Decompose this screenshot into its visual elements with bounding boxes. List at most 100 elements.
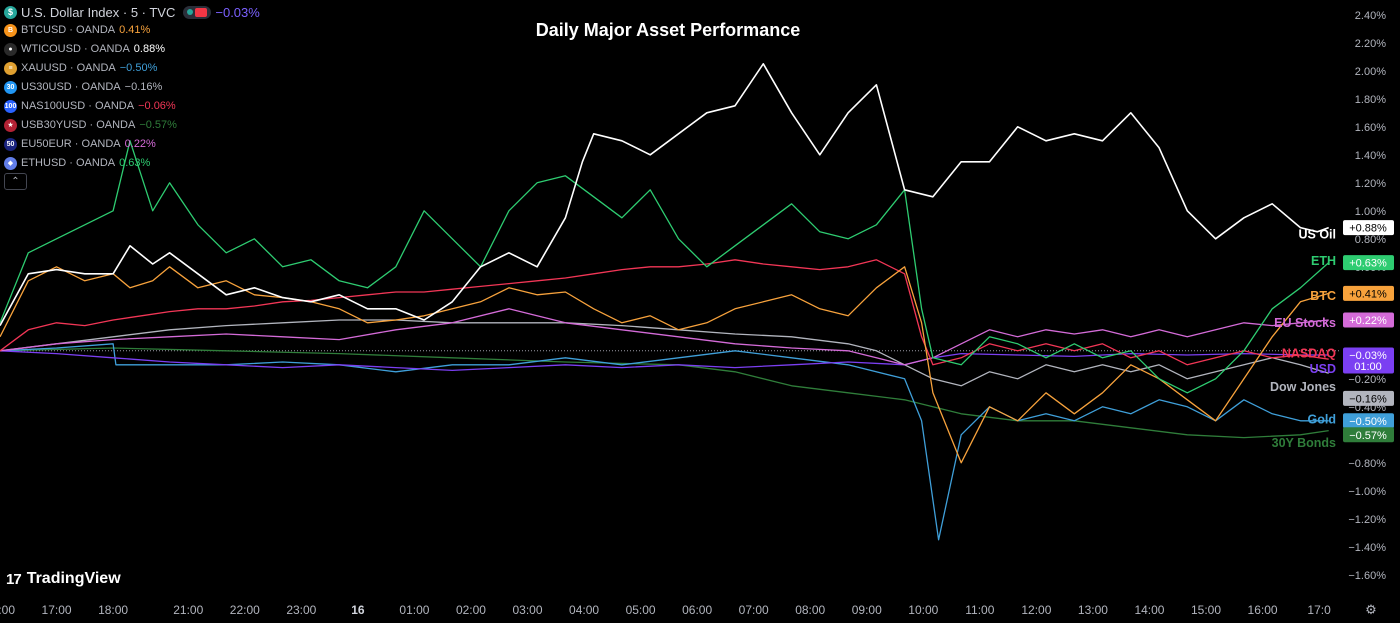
value-tag-bg (1343, 347, 1394, 374)
tradingview-logo[interactable]: 17 TradingView (6, 570, 121, 588)
settings-gear-icon[interactable]: ⚙ (1365, 602, 1377, 617)
value-tag-bg (1343, 312, 1394, 328)
legend-row-symbol: USB30YUSD · OANDA (21, 119, 136, 131)
y-tick-label: 1.20% (1355, 178, 1386, 190)
value-tag: +0.63% (1343, 255, 1394, 271)
legend-row[interactable]: B BTCUSD · OANDA 0.41% (4, 21, 260, 40)
x-tick-label: 09:00 (852, 603, 882, 617)
value-tags: +0.88%+0.63%+0.41%+0.22%−0.06%−0.03%01:0… (1343, 220, 1394, 443)
legend-row-change: 0.88% (133, 43, 165, 55)
series-line-eth (0, 140, 1330, 394)
legend-row-change: −0.57% (139, 119, 177, 131)
legend-row-change: 0.22% (124, 138, 156, 150)
value-tag: +0.41% (1343, 285, 1394, 301)
brand-name: TradingView (26, 570, 121, 587)
x-axis: 16:00 17:00 18:00 21:00 22:00 23:00 16 01:00 02:… (0, 603, 1331, 617)
x-tick-label: 17:0 (1307, 603, 1331, 617)
y-tick-label: −0.80% (1348, 458, 1386, 470)
x-tick-label: 22:00 (230, 603, 260, 617)
legend-row-symbol: ETHUSD · OANDA (21, 157, 116, 169)
collapse-legend-button[interactable]: ⌃ (4, 173, 27, 190)
series-label: Dow Jones (1270, 380, 1336, 394)
value-tag: −0.50% (1343, 413, 1394, 429)
value-tag-bg (1343, 413, 1394, 429)
x-tick-label: 08:00 (795, 603, 825, 617)
legend-row[interactable]: ≡ XAUUSD · OANDA −0.50% (4, 59, 260, 78)
legend-row-symbol: NAS100USD · OANDA (21, 100, 135, 112)
x-tick-label: 04:00 (569, 603, 599, 617)
series-label: NASDAQ (1282, 347, 1336, 361)
y-tick-label: 1.00% (1355, 206, 1386, 218)
x-tick-label: 14:00 (1134, 603, 1164, 617)
value-tag: −0.57% (1343, 427, 1394, 443)
flag-icon (195, 7, 208, 17)
x-tick-label: 12:00 (1021, 603, 1051, 617)
eth-icon: ◆ (4, 157, 17, 170)
y-tick-label: 2.40% (1355, 10, 1386, 22)
y-tick-label: −1.00% (1348, 486, 1386, 498)
series-line-30y-bonds (0, 347, 1329, 439)
y-tick-label: 1.60% (1355, 122, 1386, 134)
legend-main-row[interactable]: $ U.S. Dollar Index · 5 · TVC −0.03% (4, 3, 260, 21)
legend-row[interactable]: 100 NAS100USD · OANDA −0.06% (4, 97, 260, 116)
y-tick-label: 2.20% (1355, 38, 1386, 50)
value-tag: +0.88% (1343, 220, 1394, 236)
y-tick-label: −0.20% (1348, 374, 1386, 386)
y-tick-label: −1.20% (1348, 514, 1386, 526)
y-tick-label: 2.00% (1355, 66, 1386, 78)
legend-row[interactable]: ★ USB30YUSD · OANDA −0.57% (4, 116, 260, 135)
value-tag-bg (1343, 220, 1394, 236)
series-lines (0, 63, 1330, 541)
value-tag-text: −0.57% (1349, 430, 1387, 442)
value-tag-bg (1343, 390, 1394, 406)
x-tick-label: 06:00 (682, 603, 712, 617)
x-tick-label: 01:00 (399, 603, 429, 617)
x-tick-label: 07:00 (739, 603, 769, 617)
us-flag-icon: ★ (4, 119, 17, 132)
legend-row[interactable]: 50 EU50EUR · OANDA 0.22% (4, 135, 260, 154)
value-tag-bg (1343, 427, 1394, 443)
legend-row[interactable]: ● WTICOUSD · OANDA 0.88% (4, 40, 260, 59)
legend-main-change: −0.03% (215, 4, 260, 20)
series-label: 30Y Bonds (1272, 436, 1336, 450)
value-tag-text: +0.41% (1349, 288, 1387, 300)
nas100-icon: 100 (4, 100, 17, 113)
value-tag-countdown: 01:00 (1354, 361, 1382, 373)
gold-bars-icon: ≡ (4, 62, 17, 75)
tradingview-icon: 17 (6, 570, 22, 588)
series-line-eu-stocks (0, 308, 1329, 366)
y-tick-label: 1.40% (1355, 150, 1386, 162)
legend-row[interactable]: 30 US30USD · OANDA −0.16% (4, 78, 260, 97)
x-tick-label: 16 (351, 603, 365, 617)
legend-row-change: −0.50% (119, 62, 158, 74)
legend-row[interactable]: ◆ ETHUSD · OANDA 0.63% (4, 154, 260, 173)
x-tick-label: 13:00 (1078, 603, 1108, 617)
value-tag-text: +0.63% (1349, 258, 1387, 270)
value-tag: −0.16% (1343, 390, 1394, 406)
value-tag-text: −0.50% (1349, 416, 1387, 428)
series-label: ETH (1311, 254, 1336, 268)
y-tick-label: 0.80% (1355, 234, 1386, 246)
legend-main-symbol: U.S. Dollar Index · 5 · TVC (21, 4, 176, 20)
x-tick-label: 02:00 (456, 603, 486, 617)
legend-row-symbol: XAUUSD · OANDA (21, 62, 116, 74)
series-label: BTC (1310, 289, 1336, 303)
series-line-nasdaq (0, 259, 1329, 366)
oil-drop-icon: ● (4, 43, 17, 56)
series-label: EU Stocks (1274, 316, 1336, 330)
series-line-dow-jones (0, 319, 1329, 387)
symbol-legend: $ U.S. Dollar Index · 5 · TVC −0.03% B BT… (4, 3, 260, 173)
value-tag-text: +0.88% (1349, 223, 1387, 235)
series-line-gold (0, 343, 1329, 541)
series-label: Gold (1308, 412, 1336, 426)
x-tick-label: 16:00 (1248, 603, 1278, 617)
legend-row-symbol: BTCUSD · OANDA (21, 24, 116, 36)
market-status-pill[interactable] (183, 5, 212, 19)
y-tick-label: 1.80% (1355, 94, 1386, 106)
series-line-btc (0, 266, 1329, 464)
legend-row-symbol: WTICOUSD · OANDA (21, 43, 130, 55)
legend-rows: B BTCUSD · OANDA 0.41% ● WTICOUSD · OANDA 0.8… (4, 21, 260, 173)
